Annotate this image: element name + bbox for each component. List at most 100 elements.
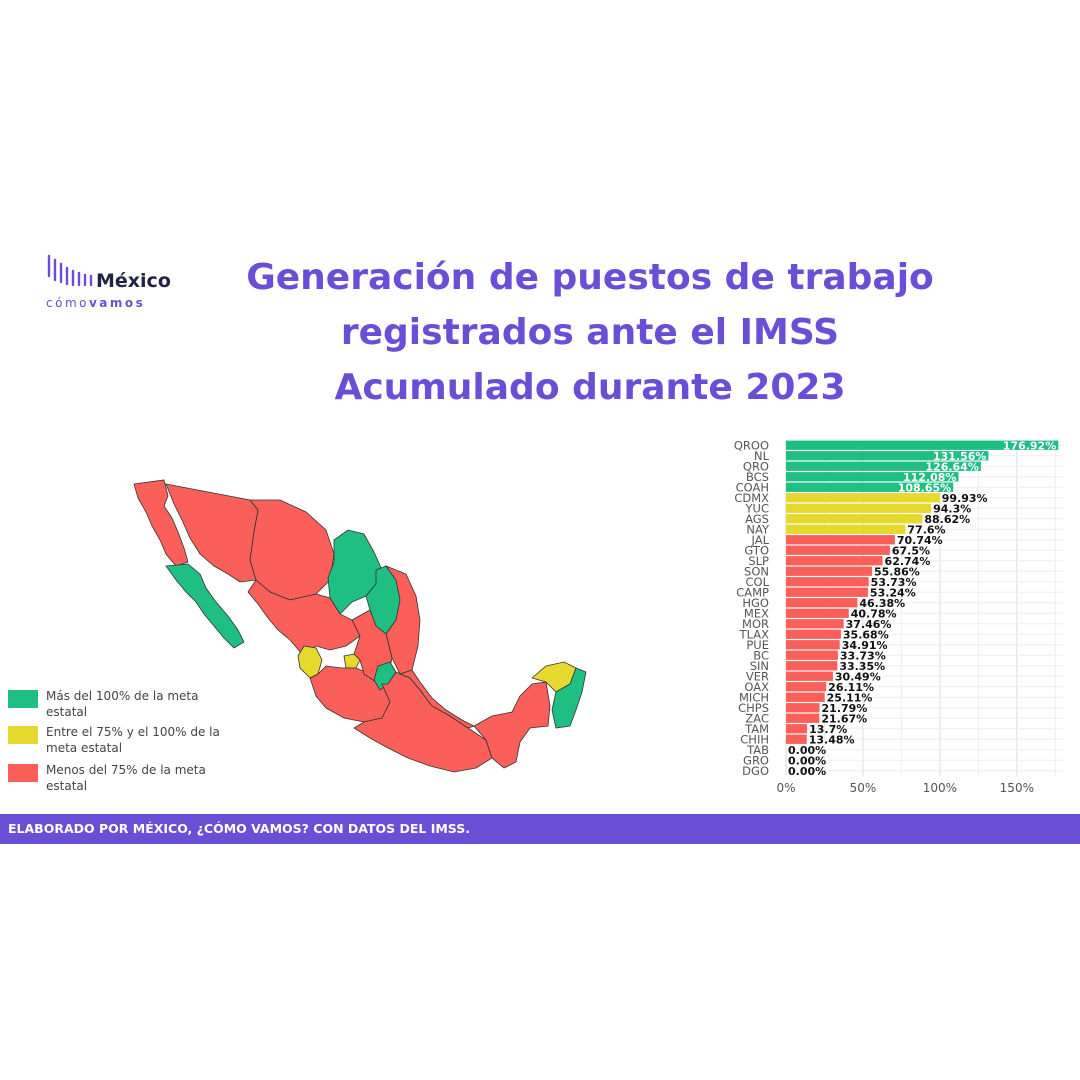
data-label: 33.35% xyxy=(839,660,885,673)
y-tick-label: NL xyxy=(754,449,770,463)
state-qroo xyxy=(551,667,587,729)
mexico-como-vamos-logo: México cómovamos xyxy=(44,252,184,312)
data-label: 30.49% xyxy=(835,670,881,683)
page-title: Generación de puestos de trabajo registr… xyxy=(200,250,980,415)
legend-label: Más del 100% de la meta estatal xyxy=(46,689,199,719)
y-tick-label: GRO xyxy=(743,753,769,767)
y-tick-label: TAB xyxy=(746,743,769,757)
bar xyxy=(786,619,844,629)
x-tick-label: 50% xyxy=(850,781,877,795)
y-tick-label: GTO xyxy=(744,543,769,557)
y-tick-label: MEX xyxy=(744,606,769,620)
title-line-2: registrados ante el IMSS xyxy=(340,312,840,353)
title-line-3: Acumulado durante 2023 xyxy=(334,367,846,408)
data-label: 94.3% xyxy=(933,502,971,515)
bar xyxy=(786,724,808,734)
logo-tag-bold: vamos xyxy=(88,296,146,310)
bar xyxy=(786,608,849,618)
y-tick-label: MOR xyxy=(742,617,769,631)
y-tick-label: NAY xyxy=(746,522,770,536)
y-tick-label: YUC xyxy=(745,501,769,515)
bar xyxy=(786,524,906,534)
x-tick-label: 100% xyxy=(923,781,957,795)
bar xyxy=(786,650,838,660)
bar xyxy=(786,503,932,513)
data-label: 67.5% xyxy=(892,544,930,557)
data-label: 53.24% xyxy=(870,586,916,599)
data-label: 126.64% xyxy=(925,460,978,473)
data-label: 108.65% xyxy=(898,481,951,494)
legend-item-above-100: Más del 100% de la meta estatal xyxy=(8,688,228,728)
bar xyxy=(786,703,820,713)
bar xyxy=(786,472,959,482)
bar xyxy=(786,451,989,461)
data-label: 99.93% xyxy=(942,492,988,505)
y-tick-label: CHIH xyxy=(740,732,769,746)
bar xyxy=(786,671,833,681)
legend-label: Entre el 75% y el 100% de la meta estata… xyxy=(46,725,220,755)
bar xyxy=(786,682,827,692)
data-label: 21.67% xyxy=(821,712,867,725)
footer-banner: ELABORADO POR MÉXICO, ¿CÓMO VAMOS? CON D… xyxy=(0,814,1080,844)
y-tick-label: PUE xyxy=(746,638,769,652)
legend-swatch-green xyxy=(8,690,38,708)
y-tick-label: MICH xyxy=(739,690,769,704)
y-tick-label: QRO xyxy=(743,459,769,473)
y-tick-label: CHPS xyxy=(738,701,769,715)
data-label: 0.00% xyxy=(788,754,826,767)
state-ags xyxy=(343,653,361,669)
bar xyxy=(786,598,858,608)
data-label: 33.73% xyxy=(840,649,886,662)
data-label: 13.48% xyxy=(809,733,855,746)
data-label: 131.56% xyxy=(933,450,986,463)
y-tick-label: HGO xyxy=(742,596,769,610)
data-label: 55.86% xyxy=(874,565,920,578)
y-tick-label: COL xyxy=(746,575,770,589)
state-chih xyxy=(249,499,335,601)
bar xyxy=(786,566,872,576)
y-tick-label: CDMX xyxy=(734,491,769,505)
legend-item-below-75: Menos del 75% de la meta estatal xyxy=(8,762,228,802)
data-label: 40.78% xyxy=(851,607,897,620)
logo-tag-light: cómo xyxy=(46,296,89,310)
state-sin-dgo-zac xyxy=(247,579,361,655)
bar xyxy=(786,661,838,671)
y-tick-label: SLP xyxy=(748,554,769,568)
y-tick-label: TLAX xyxy=(739,627,770,641)
title-line-1: Generación de puestos de trabajo xyxy=(246,257,934,298)
y-tick-label: AGS xyxy=(745,512,769,526)
bar xyxy=(786,535,895,545)
data-label: 0.00% xyxy=(788,744,826,757)
bar xyxy=(786,514,923,524)
data-label: 53.73% xyxy=(871,576,917,589)
x-tick-label: 0% xyxy=(776,781,795,795)
mexico-states-map xyxy=(133,479,587,773)
data-label: 25.11% xyxy=(827,691,873,704)
logo-name: México xyxy=(96,270,171,292)
y-tick-label: BCS xyxy=(746,470,769,484)
bar xyxy=(786,577,869,587)
bar xyxy=(786,493,940,503)
y-tick-label: CAMP xyxy=(736,585,769,599)
y-tick-label: TAM xyxy=(744,722,769,736)
y-tick-label: QROO xyxy=(734,438,769,452)
data-label: 46.38% xyxy=(859,597,905,610)
bar xyxy=(786,713,820,723)
data-label: 70.74% xyxy=(897,534,943,547)
data-label: 34.91% xyxy=(842,639,888,652)
data-label: 26.11% xyxy=(828,681,874,694)
y-tick-label: BC xyxy=(753,648,769,662)
bar xyxy=(786,440,1059,450)
bar xyxy=(786,556,883,566)
data-label: 77.6% xyxy=(907,523,945,536)
data-label: 62.74% xyxy=(885,555,931,568)
data-label: 0.00% xyxy=(788,765,826,778)
y-tick-label: SIN xyxy=(750,659,769,673)
data-label: 13.7% xyxy=(809,723,847,736)
bar xyxy=(786,640,840,650)
state-bcs xyxy=(165,563,245,649)
legend-item-75-100: Entre el 75% y el 100% de la meta estata… xyxy=(8,724,228,764)
legend-swatch-red xyxy=(8,764,38,782)
data-label: 112.08% xyxy=(903,471,956,484)
bar xyxy=(786,461,981,471)
